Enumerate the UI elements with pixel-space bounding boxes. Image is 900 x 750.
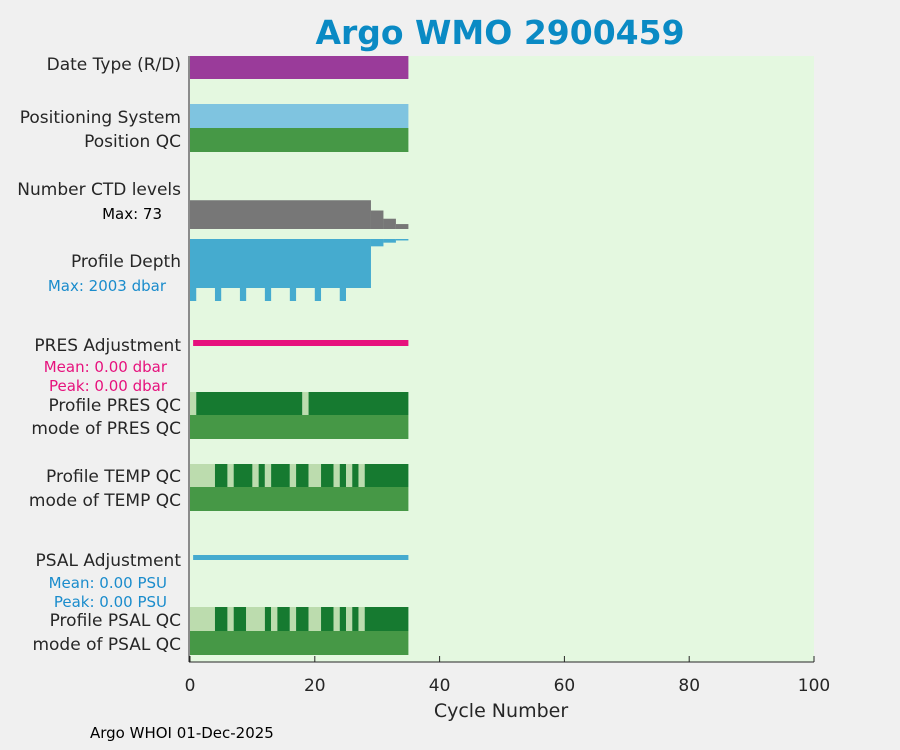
profile-temp-qc-segment <box>289 464 297 487</box>
position-qc-bar <box>190 128 409 152</box>
plot-area <box>190 56 814 662</box>
profile-depth-bar <box>383 239 396 243</box>
row-label-mode-of-temp-qc: mode of TEMP QC <box>29 491 181 511</box>
profile-temp-qc-segment <box>352 464 359 487</box>
profile-psal-qc-segment <box>321 607 334 631</box>
x-tick-label: 0 <box>185 676 196 696</box>
profile-depth-deep-bar <box>314 288 322 301</box>
profile-temp-qc-segment <box>233 464 253 487</box>
ctd-levels-bar <box>395 224 409 229</box>
profile-temp-qc-segment <box>227 464 234 487</box>
profile-psal-qc-segment <box>190 607 215 631</box>
row-label-positioning-system: Positioning System <box>20 108 181 128</box>
profile-psal-qc-segment <box>333 607 340 631</box>
row-label-profile-pres-qc: Profile PRES QC <box>48 396 181 416</box>
profile-depth-deep-bar <box>339 288 346 301</box>
profile-temp-qc-segment <box>346 464 353 487</box>
profile-temp-qc-segment <box>264 464 272 487</box>
psal-adjustment-stat-label: Mean: 0.00 PSU <box>49 574 167 592</box>
profile-pres-qc-segment <box>308 392 409 415</box>
profile-pres-qc-segment <box>196 392 303 415</box>
profile-psal-qc-segment <box>246 607 265 631</box>
profile-psal-qc-segment <box>277 607 290 631</box>
profile-temp-qc-segment <box>358 464 365 487</box>
row-label-profile-psal-qc: Profile PSAL QC <box>50 611 181 631</box>
profile-temp-qc-segment <box>190 464 215 487</box>
profile-psal-qc-segment <box>289 607 297 631</box>
row-label-mode-of-psal-qc: mode of PSAL QC <box>32 635 181 655</box>
x-tick-label: 40 <box>429 676 451 696</box>
row-label-profile-depth: Profile Depth <box>71 252 181 272</box>
profile-depth-bar <box>395 239 409 241</box>
profile-temp-qc-segment <box>214 464 228 487</box>
pres-adjustment-stat-label: Peak: 0.00 dbar <box>49 377 168 395</box>
profile-temp-qc-segment <box>258 464 265 487</box>
chart-title: Argo WMO 2900459 <box>315 13 684 52</box>
profile-psal-qc-segment <box>264 607 272 631</box>
profile-psal-qc-segment <box>308 607 322 631</box>
pres-adjustment-bar <box>193 340 409 346</box>
profile-temp-qc-segment <box>339 464 346 487</box>
row-label-pres-adjustment: PRES Adjustment <box>34 336 181 356</box>
profile-psal-qc-segment <box>346 607 353 631</box>
profile-temp-qc-segment <box>321 464 334 487</box>
profile-pres-qc-segment <box>302 392 309 415</box>
x-tick-label: 20 <box>304 676 326 696</box>
mode-of-pres-qc-bar <box>190 415 409 439</box>
pres-adjustment-stat-label: Mean: 0.00 dbar <box>44 358 168 376</box>
profile-depth-deep-bar <box>264 288 272 301</box>
x-tick-label: 60 <box>554 676 576 696</box>
row-label-mode-of-pres-qc: mode of PRES QC <box>31 419 181 439</box>
profile-psal-qc-segment <box>296 607 309 631</box>
profile-psal-qc-segment <box>352 607 359 631</box>
psal-adjustment-stat-label: Peak: 0.00 PSU <box>54 593 167 611</box>
positioning-system-bar <box>190 104 409 128</box>
profile-depth-bar <box>370 239 384 247</box>
profile-psal-qc-segment <box>339 607 346 631</box>
x-tick-label: 100 <box>798 676 830 696</box>
row-label-profile-temp-qc: Profile TEMP QC <box>46 467 181 487</box>
profile-temp-qc-segment <box>296 464 309 487</box>
profile-psal-qc-segment <box>358 607 365 631</box>
profile-psal-qc-segment <box>271 607 278 631</box>
profile-temp-qc-segment <box>252 464 259 487</box>
profile-temp-qc-segment <box>308 464 322 487</box>
profile-temp-qc-segment <box>271 464 290 487</box>
psal-adjustment-bar <box>193 555 409 560</box>
date-type-r-d-bar <box>190 56 409 79</box>
profile-psal-qc-segment <box>364 607 409 631</box>
profile-depth-deep-bar <box>289 288 297 301</box>
row-label-date-type-r-d: Date Type (R/D) <box>47 55 181 75</box>
row-label-psal-adjustment: PSAL Adjustment <box>36 551 182 571</box>
profile-pres-qc-segment <box>190 392 197 415</box>
profile-temp-qc-segment <box>333 464 340 487</box>
profile-psal-qc-segment <box>214 607 228 631</box>
x-tick-label: 80 <box>678 676 700 696</box>
profile-depth-bar <box>190 239 371 288</box>
profile-temp-qc-segment <box>364 464 409 487</box>
ctd-max-label: Max: 73 <box>102 205 162 223</box>
profile-depth-deep-bar <box>190 288 197 301</box>
profile-depth-deep-bar <box>239 288 247 301</box>
mode-of-temp-qc-bar <box>190 487 409 511</box>
profile-depth-max-label: Max: 2003 dbar <box>48 277 167 295</box>
footer-credit: Argo WHOI 01-Dec-2025 <box>90 724 274 742</box>
mode-of-psal-qc-bar <box>190 631 409 655</box>
profile-psal-qc-segment <box>227 607 234 631</box>
ctd-levels-bar <box>383 218 396 229</box>
profile-psal-qc-segment <box>233 607 247 631</box>
ctd-levels-bar <box>370 210 384 229</box>
ctd-levels-bar <box>190 200 371 229</box>
row-label-position-qc: Position QC <box>84 132 181 152</box>
x-axis-label: Cycle Number <box>434 700 568 722</box>
row-label-number-ctd-levels: Number CTD levels <box>17 180 181 200</box>
profile-depth-deep-bar <box>214 288 222 301</box>
